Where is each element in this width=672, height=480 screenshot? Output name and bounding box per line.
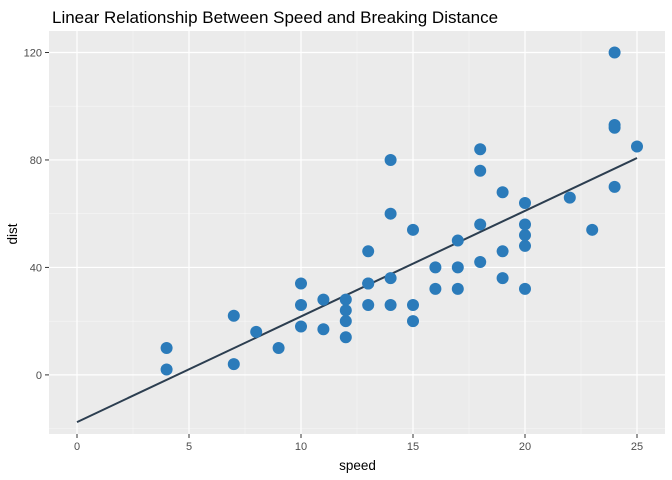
data-point <box>339 315 352 328</box>
x-tick-label: 0 <box>74 441 80 453</box>
data-point <box>474 164 487 177</box>
data-point <box>295 299 307 312</box>
data-point <box>563 191 576 204</box>
data-point <box>608 180 621 193</box>
minor-gridlines <box>49 31 665 434</box>
data-point <box>362 277 375 290</box>
data-point <box>407 299 419 312</box>
regression-line <box>76 157 638 424</box>
data-point <box>519 218 531 231</box>
data-point <box>227 309 240 322</box>
y-tick-label: 120 <box>24 47 42 59</box>
data-point <box>227 358 240 371</box>
data-point <box>339 304 352 317</box>
data-point <box>608 119 621 132</box>
data-point <box>384 272 397 285</box>
x-axis-title: speed <box>339 458 376 473</box>
chart-title: Linear Relationship Between Speed and Br… <box>52 8 498 27</box>
x-axis-ticks: 0 5 10 15 20 25 <box>74 434 643 453</box>
data-point <box>407 315 419 328</box>
data-point <box>272 342 285 355</box>
x-tick-label: 20 <box>519 441 531 453</box>
data-point <box>496 272 509 285</box>
data-point <box>295 277 307 290</box>
data-point <box>474 256 487 269</box>
data-point <box>339 293 352 306</box>
x-tick-label: 15 <box>407 441 419 453</box>
data-point <box>317 293 330 306</box>
y-axis-ticks: 0 40 80 120 <box>24 47 49 382</box>
data-point <box>339 331 352 344</box>
data-point <box>317 323 330 336</box>
data-point <box>519 196 531 209</box>
y-axis-title: dist <box>5 223 20 244</box>
data-point <box>586 223 599 236</box>
x-tick-label: 10 <box>295 441 307 453</box>
data-point <box>519 229 531 242</box>
data-point <box>519 282 531 295</box>
data-point <box>160 342 173 355</box>
y-tick-label: 0 <box>36 370 42 382</box>
y-tick-label: 40 <box>30 262 42 274</box>
data-point <box>362 245 375 258</box>
data-point <box>474 143 487 156</box>
data-point <box>519 239 531 252</box>
data-point <box>384 207 397 220</box>
data-point <box>384 153 397 166</box>
data-point <box>295 320 307 333</box>
data-point <box>429 261 442 274</box>
data-point <box>496 245 509 258</box>
x-tick-label: 5 <box>186 441 192 453</box>
data-points <box>160 46 643 376</box>
data-point <box>474 218 487 231</box>
data-point <box>608 46 621 59</box>
data-point <box>250 325 263 338</box>
data-point <box>160 363 173 376</box>
data-point <box>451 261 464 274</box>
data-point <box>384 299 397 312</box>
x-tick-label: 25 <box>631 441 643 453</box>
regression-line-group <box>76 157 638 424</box>
data-point <box>631 140 643 153</box>
y-tick-label: 80 <box>30 155 42 167</box>
data-point <box>496 186 509 199</box>
data-point <box>451 282 464 295</box>
data-point <box>407 223 419 236</box>
data-point <box>429 282 442 295</box>
data-point <box>362 299 375 312</box>
data-point <box>451 234 464 247</box>
